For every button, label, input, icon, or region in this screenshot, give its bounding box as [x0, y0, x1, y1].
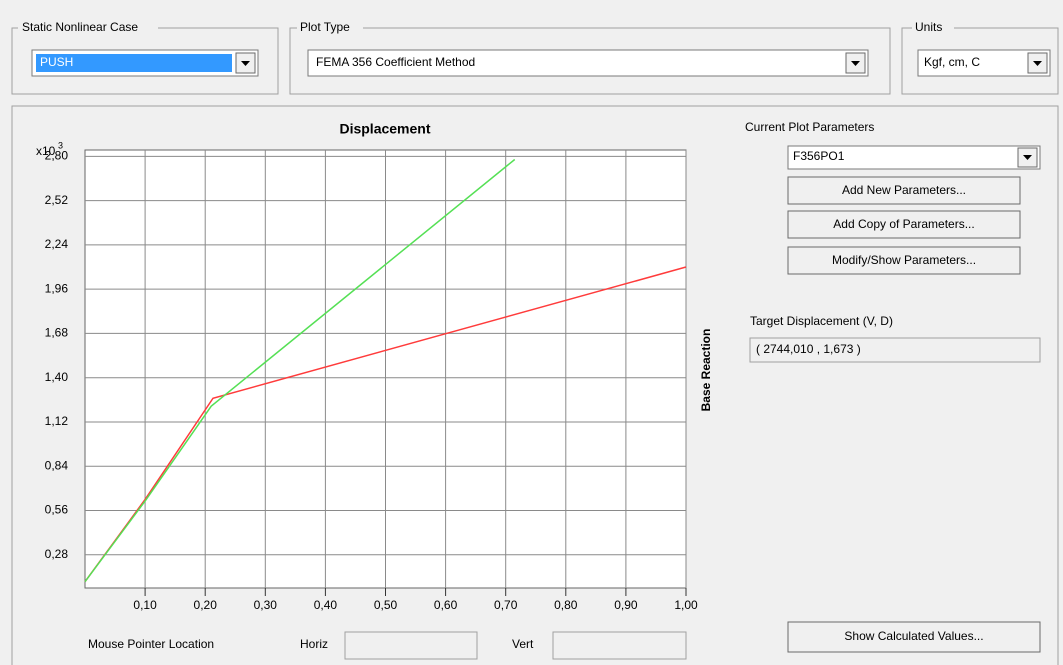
x-tick-label: 0,50 — [374, 598, 398, 612]
y-tick-label: 2,80 — [45, 148, 69, 162]
y-multiplier-exponent: 3 — [58, 140, 63, 150]
combo-box[interactable] — [307, 49, 869, 77]
x-tick-label: 0,40 — [314, 598, 338, 612]
group-label: Units — [915, 20, 942, 34]
group-label: Plot Type — [300, 20, 350, 34]
selection — [36, 54, 232, 72]
combo-value: F356PO1 — [793, 149, 845, 163]
y-multiplier: x10 — [36, 144, 56, 158]
y-tick-label: 2,52 — [45, 193, 69, 207]
y-tick-label: 1,96 — [45, 281, 69, 295]
target-field — [749, 337, 1041, 363]
x-tick-label: 0,90 — [614, 598, 638, 612]
panel-frame — [11, 105, 1059, 665]
group-label: Static Nonlinear Case — [22, 20, 138, 34]
y-tick-label: 1,40 — [45, 370, 69, 384]
label-bg — [297, 20, 363, 36]
vert-field — [552, 631, 687, 660]
y-tick-label: 1,12 — [45, 414, 69, 428]
horiz-field — [344, 631, 478, 660]
y-tick-label: 0,84 — [45, 458, 69, 472]
group-box — [901, 27, 1059, 95]
target-value: ( 2744,010 , 1,673 ) — [756, 342, 861, 356]
mouse-label: Mouse Pointer Location — [88, 637, 214, 651]
button[interactable] — [787, 210, 1021, 239]
x-tick-label: 0,20 — [194, 598, 218, 612]
combo-value: FEMA 356 Coefficient Method — [316, 55, 475, 69]
data-line — [84, 158, 516, 583]
combo-value: PUSH — [40, 55, 73, 69]
y-tick-label: 2,24 — [45, 237, 69, 251]
y-tick-label: 0,28 — [45, 547, 69, 561]
vert-label: Vert — [512, 637, 534, 651]
y-tick-label: 0,56 — [45, 503, 69, 517]
dropdown-arrow — [1033, 61, 1042, 66]
x-tick-label: 0,10 — [133, 598, 157, 612]
label-bg — [912, 20, 954, 36]
target-label: Target Displacement (V, D) — [750, 314, 893, 328]
button[interactable] — [787, 176, 1021, 205]
label-bg — [18, 20, 158, 36]
parameters-label: Current Plot Parameters — [745, 120, 874, 134]
horiz-label: Horiz — [300, 637, 328, 651]
button-label: Show Calculated Values... — [844, 629, 983, 643]
combo-box[interactable] — [787, 145, 1041, 170]
x-tick-label: 0,80 — [554, 598, 578, 612]
button-label: Add Copy of Parameters... — [833, 217, 974, 231]
button-label: Modify/Show Parameters... — [832, 253, 976, 267]
group-box — [289, 27, 891, 95]
button-label: Add New Parameters... — [842, 183, 966, 197]
combo-value: Kgf, cm, C — [924, 55, 980, 69]
x-tick-label: 0,30 — [254, 598, 278, 612]
button[interactable] — [787, 246, 1021, 275]
x-tick-label: 0,70 — [494, 598, 518, 612]
y-tick-label: 1,68 — [45, 326, 69, 340]
dropdown-arrow — [241, 61, 250, 66]
dropdown-arrow — [1023, 155, 1032, 160]
x-tick-label: 1,00 — [674, 598, 698, 612]
x-tick-label: 0,60 — [434, 598, 458, 612]
dropdown-arrow — [851, 61, 860, 66]
button[interactable] — [787, 621, 1041, 653]
chart-title: Displacement — [339, 121, 430, 137]
y-axis-label: Base Reaction — [699, 329, 713, 412]
